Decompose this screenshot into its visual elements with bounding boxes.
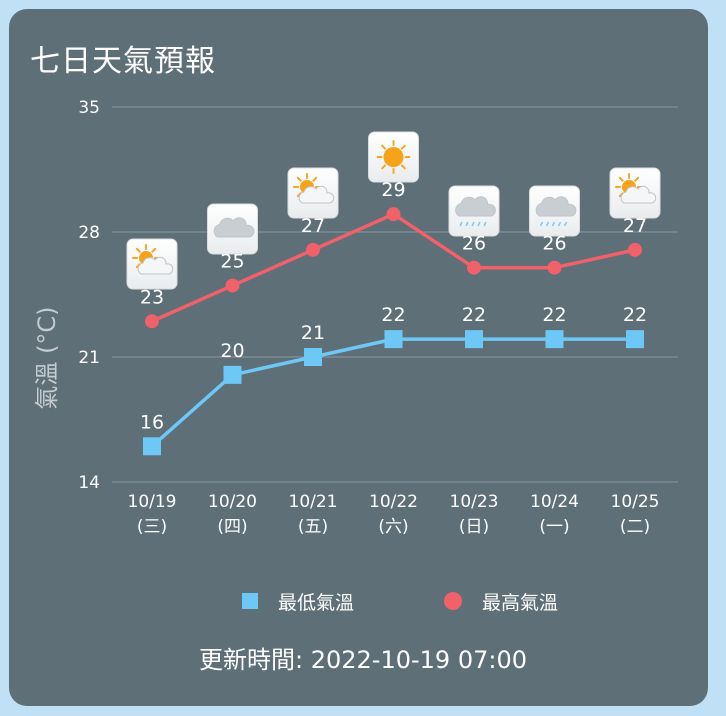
x-tick-weekday: (二) [620,517,650,537]
max-temp-point [225,278,240,293]
page-title: 七日天氣預報 [30,44,216,79]
max-temp-label: 23 [140,286,164,308]
x-tick-weekday: (日) [459,517,489,537]
max-temp-point [547,260,562,275]
x-tick-date: 10/23 [450,492,499,512]
cloud-shape [137,256,174,275]
cloud-shape [213,217,255,238]
cloud-shape [620,185,657,204]
max-temp-label: 25 [220,251,244,273]
sun-ray [618,176,624,182]
x-tick-date: 10/24 [530,492,579,512]
y-tick-label: 14 [78,473,100,493]
min-temp-label: 22 [542,304,566,326]
max-temp-label: 27 [301,215,325,237]
rain-drop [471,221,475,227]
updated-time: 更新時間: 2022-10-19 07:00 [199,646,527,674]
min-temp-point [626,330,644,349]
rain-drop [551,221,556,227]
y-tick-label: 35 [78,98,100,118]
x-tick-weekday: (五) [298,517,328,537]
max-temp-label: 29 [381,179,405,201]
cloud-shape [535,196,577,217]
min-temp-label: 16 [140,411,164,433]
rain-drop [545,221,550,227]
y-axis-title: 氣溫 (°C) [33,306,61,409]
sun-ray [312,176,318,182]
rain-drop [539,221,544,227]
min-temp-point [384,330,403,349]
x-tick-weekday: (一) [539,517,569,537]
sun-disc [383,147,404,167]
cloud-shape [298,185,335,204]
sun-ray [381,144,387,150]
max-temp-point [145,314,159,329]
x-tick-weekday: (六) [378,517,408,537]
y-tick-label: 21 [78,348,100,368]
x-tick-date: 10/25 [611,492,660,512]
cloudy-icon [207,203,258,255]
legend-min-label: 最低氣溫 [278,592,354,614]
min-temp-point [304,348,322,366]
sun-ray [135,247,141,253]
min-temp-label: 22 [381,304,405,326]
partly-cloudy-icon [126,238,178,290]
min-temp-label: 20 [220,340,244,362]
min-temp-point [223,365,242,384]
sunny-icon [368,131,419,183]
partly-cloudy-icon [609,167,661,219]
rain-icon [529,185,580,237]
sun-ray [400,144,406,150]
legend-max-label: 最高氣溫 [482,592,558,614]
rain-drop [477,221,481,227]
min-temp-label: 22 [623,304,647,326]
cloud-shape [455,196,496,217]
min-temp-point [545,330,564,349]
max-temp-label: 26 [462,233,486,255]
max-temp-label: 26 [542,233,566,255]
sun-ray [400,164,406,170]
rain-icon [448,185,500,237]
x-tick-weekday: (四) [217,517,247,537]
x-tick-date: 10/19 [128,492,177,512]
x-tick-date: 10/20 [208,492,257,512]
min-temp-point [465,330,483,349]
legend-max-marker [444,592,462,610]
min-temp-point [143,437,161,456]
legend-min-marker [242,593,258,609]
rain-drop [557,221,562,227]
rain-drop [459,221,463,227]
x-tick-date: 10/22 [369,492,418,512]
sun-ray [634,176,640,182]
x-tick-weekday: (三) [137,517,167,537]
x-tick-date: 10/21 [289,492,338,512]
max-temp-point [386,207,401,222]
y-tick-label: 28 [78,223,100,243]
min-temp-label: 22 [462,304,486,326]
max-temp-point [628,242,642,257]
rain-drop [465,221,469,227]
min-temp-label: 21 [301,322,325,344]
sun-ray [381,164,387,170]
max-temp-label: 27 [623,215,647,237]
sun-ray [296,176,302,182]
rain-drop [483,221,487,227]
rain-drop [563,221,568,227]
max-temp-point [306,242,320,257]
max-temp-point [467,260,481,275]
partly-cloudy-icon [287,167,339,219]
sun-ray [151,247,157,253]
